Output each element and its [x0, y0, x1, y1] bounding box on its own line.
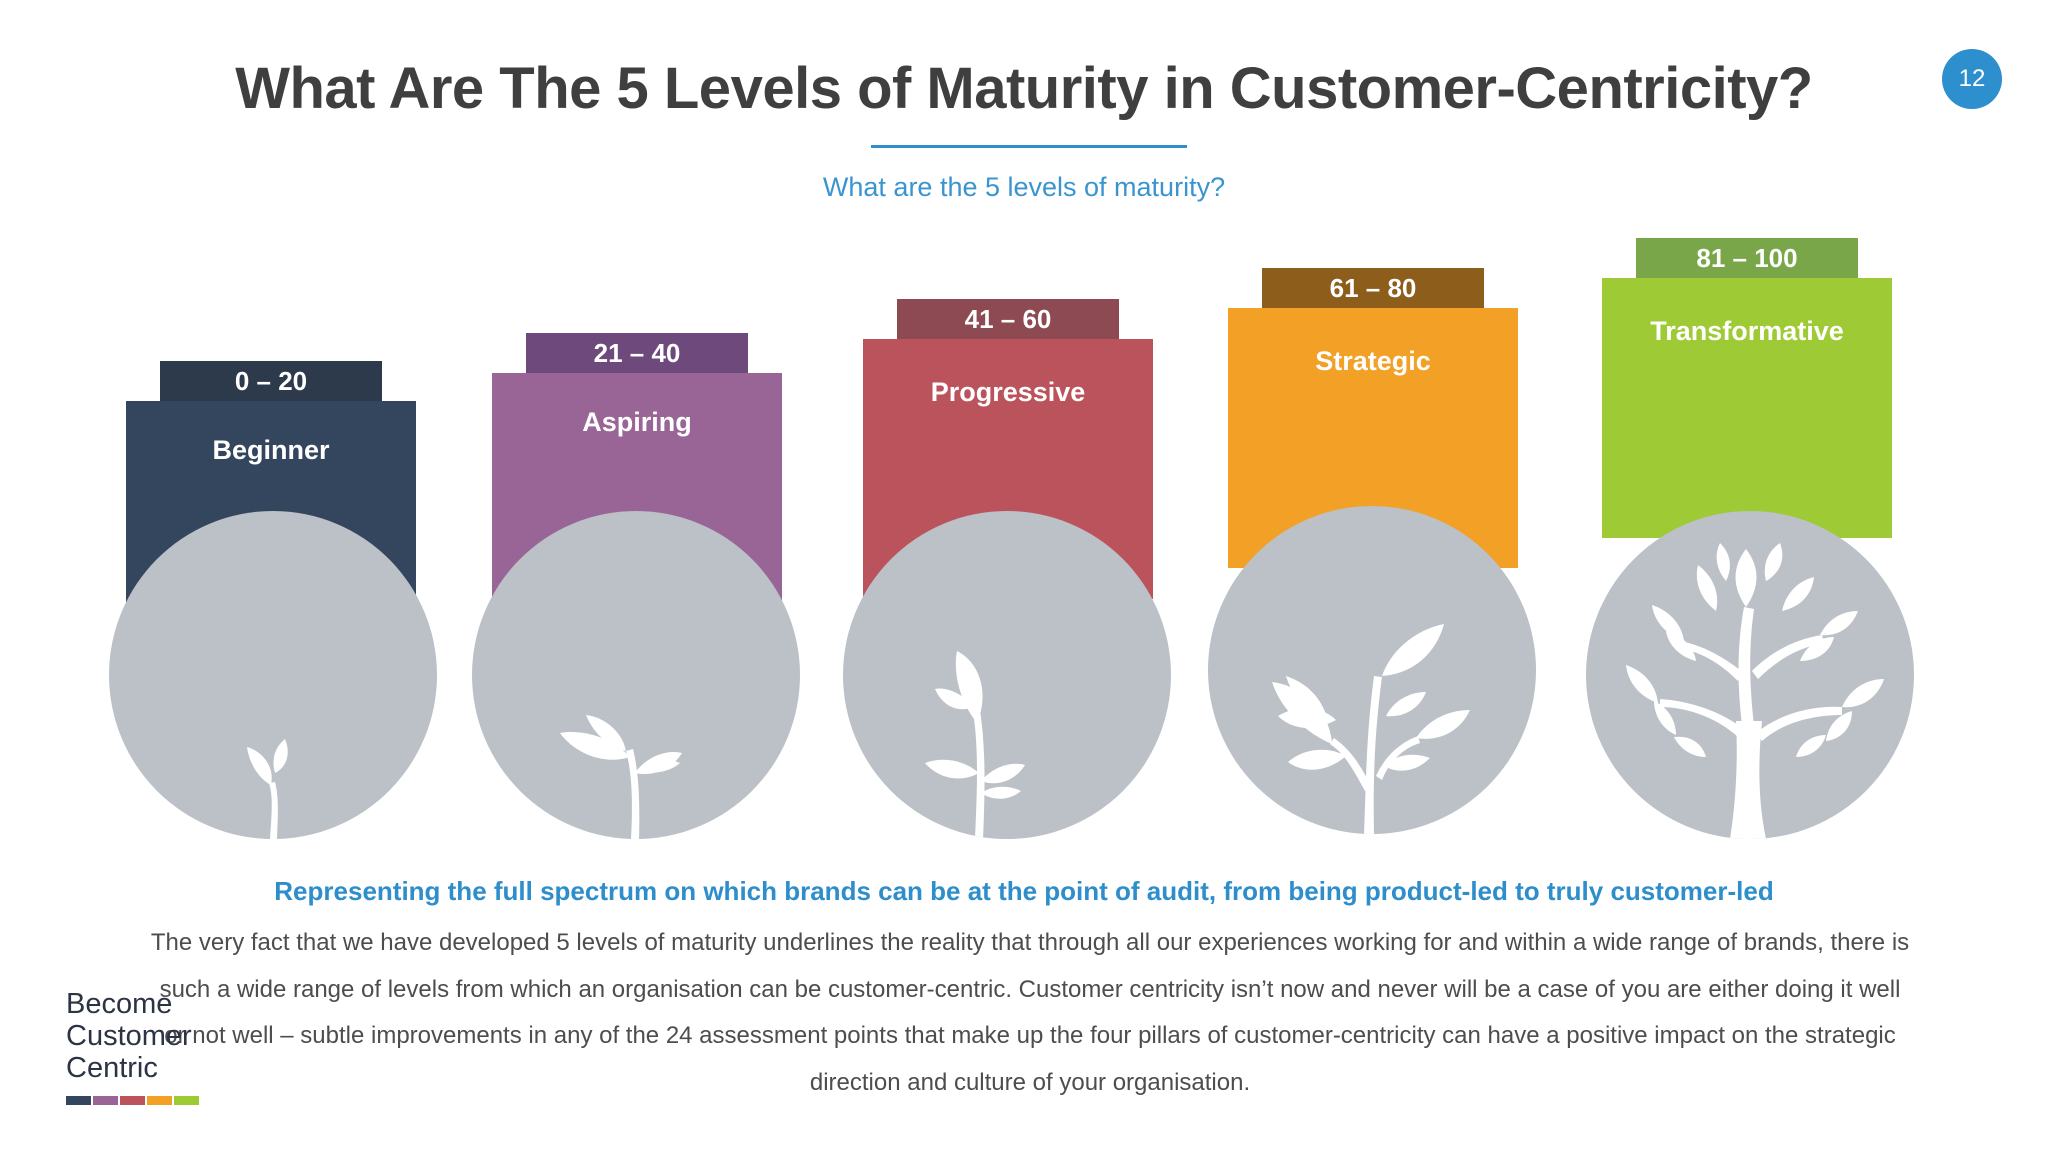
- slide-title: What Are The 5 Levels of Maturity in Cus…: [235, 56, 1813, 121]
- level-range-tab: 61 – 80: [1262, 268, 1484, 308]
- level-name: Aspiring: [582, 407, 692, 437]
- title-divider: [871, 145, 1187, 148]
- body-paragraph: The very fact that we have developed 5 l…: [150, 929, 1910, 1096]
- level-range-tab: 21 – 40: [526, 333, 748, 373]
- company-logo: Become Customer Centric: [66, 988, 216, 1105]
- level-name: Progressive: [930, 377, 1086, 407]
- logo-bar-segment: [174, 1096, 199, 1105]
- level-name: Transformative: [1650, 316, 1844, 346]
- logo-bar-segment: [120, 1096, 145, 1105]
- tree-icon: [1586, 511, 1914, 839]
- logo-text-line1: Become: [66, 988, 173, 1020]
- tagline: Representing the full spectrum on which …: [274, 876, 1774, 906]
- sprout-icon: [472, 511, 800, 839]
- slide-subtitle: What are the 5 levels of maturity?: [822, 172, 1226, 202]
- seedling-icon: [109, 511, 437, 839]
- level-name: Beginner: [212, 435, 330, 465]
- logo-color-bar: [66, 1096, 216, 1105]
- level-block: Transformative: [1602, 278, 1892, 538]
- level-name: Strategic: [1315, 346, 1431, 376]
- logo-bar-segment: [66, 1096, 91, 1105]
- logo-text-line3: Centric: [66, 1052, 158, 1084]
- young-plant-icon: [843, 511, 1171, 839]
- page-number-badge: 12: [1942, 49, 2002, 109]
- logo-bar-segment: [93, 1096, 118, 1105]
- logo-bar-segment: [147, 1096, 172, 1105]
- level-range-tab: 0 – 20: [160, 361, 382, 401]
- level-range-tab: 41 – 60: [897, 299, 1119, 339]
- leafy-plant-icon: [1208, 506, 1536, 834]
- logo-text-line2: Customer: [66, 1020, 192, 1052]
- level-range-tab: 81 – 100: [1636, 238, 1858, 278]
